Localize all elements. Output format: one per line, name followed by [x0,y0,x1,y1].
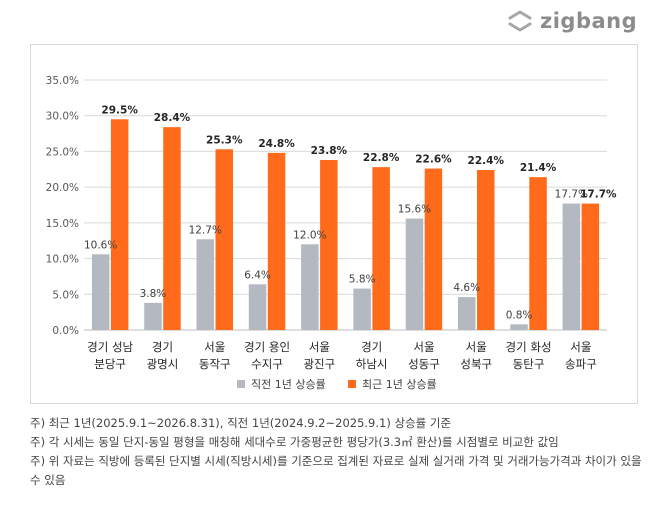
zigbang-logo-icon [508,10,532,32]
data-label-prev-year: 4.6% [453,282,480,294]
x-tick-label-line2: 성북구 [460,357,492,371]
data-label-recent-year: 22.6% [415,154,452,166]
bar-prev-year [458,297,476,330]
x-tick-label-line1: 서울 [309,340,330,354]
x-tick-label-line2: 분당구 [94,357,126,371]
data-label-recent-year: 22.8% [363,152,400,164]
x-tick-label-line1: 서울 [204,340,225,354]
bar-recent-year [581,203,600,330]
bar-prev-year [510,324,528,330]
x-tick-label-line2: 광명시 [147,357,179,371]
bar-prev-year [248,284,267,330]
y-tick-label: 25.0% [46,146,79,158]
x-tick-label-line2: 송파구 [565,357,597,371]
bar-chart: 0.0% 5.0% 10.0% 15.0% 20.0% 25.0% 30.0% 35.0% 10… [46,75,617,391]
x-tick-label-line1: 경기 성남 [87,340,133,354]
x-tick-label-line1: 서울 [413,340,434,354]
x-tick-label-line1: 경기 화성 [506,340,552,354]
bar-prev-year [405,218,424,330]
legend-label-recent-year: 최근 1년 상승률 [362,378,437,391]
y-tick-label: 35.0% [46,75,79,87]
bar-recent-year [320,160,338,330]
legend-swatch-prev-year [237,380,245,388]
data-label-prev-year: 0.8% [506,309,533,321]
y-tick-label: 10.0% [46,254,79,266]
footnote-1: 주) 최근 1년(2025.9.1~2026.8.31), 직전 1년(2024… [30,416,452,430]
legend-label-prev-year: 직전 1년 상승률 [251,378,326,391]
x-tick-label-line1: 경기 [361,340,382,354]
data-label-prev-year: 12.7% [189,224,222,236]
data-label-recent-year: 25.3% [206,134,243,146]
data-label-prev-year: 5.8% [349,274,376,286]
data-label-prev-year: 10.6% [84,239,117,251]
bar-recent-year [163,127,181,331]
bar-recent-year [529,177,547,330]
x-tick-label-line1: 서울 [570,340,591,354]
x-tick-label-line1: 서울 [466,340,487,354]
y-tick-label: 0.0% [52,325,79,337]
bar-prev-year [353,288,371,330]
footnote-2: 주) 각 시세는 동일 단지-동일 평형을 매칭해 세대수로 가중평균한 평당가… [30,435,559,449]
data-label-prev-year: 6.4% [244,269,271,281]
bar-recent-year [110,119,129,331]
x-tick-label-line2: 하남시 [356,357,388,371]
data-label-recent-year: 28.4% [154,112,191,124]
data-label-recent-year: 23.8% [311,145,348,157]
bar-recent-year [424,168,443,330]
bar-recent-year [477,170,495,330]
legend-swatch-recent-year [348,380,356,388]
y-tick-label: 5.0% [52,289,79,301]
x-tick-label-line2: 성동구 [408,357,440,371]
footnote-3: 주) 위 자료는 직방에 등록된 단지별 시세(직방시세)를 기준으로 집계된 … [30,454,642,487]
y-tick-label: 20.0% [46,182,79,194]
data-label-recent-year: 22.4% [468,155,505,167]
data-label-prev-year: 12.0% [293,229,326,241]
bar-prev-year [144,302,162,330]
x-tick-label-line1: 경기 [152,340,173,354]
data-label-recent-year: 17.7% [580,189,617,201]
y-tick-label: 30.0% [46,111,79,123]
y-tick-label: 15.0% [46,218,79,230]
x-tick-label-line2: 동작구 [199,357,231,371]
bar-recent-year [215,149,233,330]
brand-logo: zigbang [506,6,646,36]
x-tick-label-line1: 경기 용인 [244,340,290,354]
data-label-prev-year: 3.8% [140,288,167,300]
bar-prev-year [196,239,214,330]
footnotes: 주) 최근 1년(2025.9.1~2026.8.31), 직전 1년(2024… [30,414,650,490]
data-label-prev-year: 15.6% [398,204,431,216]
x-tick-label-line2: 광진구 [303,357,335,371]
x-tick-label-line2: 수지구 [251,357,283,371]
bar-recent-year [372,167,390,330]
data-label-prev-year: 17.7% [555,189,588,201]
brand-name: zigbang [540,9,638,33]
x-tick-label-line2: 동탄구 [513,357,545,371]
bar-recent-year [267,152,286,330]
chart-container: 0.0% 5.0% 10.0% 15.0% 20.0% 25.0% 30.0% 35.0% 10… [30,44,638,404]
bar-prev-year [301,244,319,330]
data-label-recent-year: 24.8% [258,138,295,150]
data-label-recent-year: 21.4% [520,162,557,174]
bar-prev-year [91,254,110,330]
data-label-recent-year: 29.5% [101,104,138,116]
bar-prev-year [562,203,581,330]
